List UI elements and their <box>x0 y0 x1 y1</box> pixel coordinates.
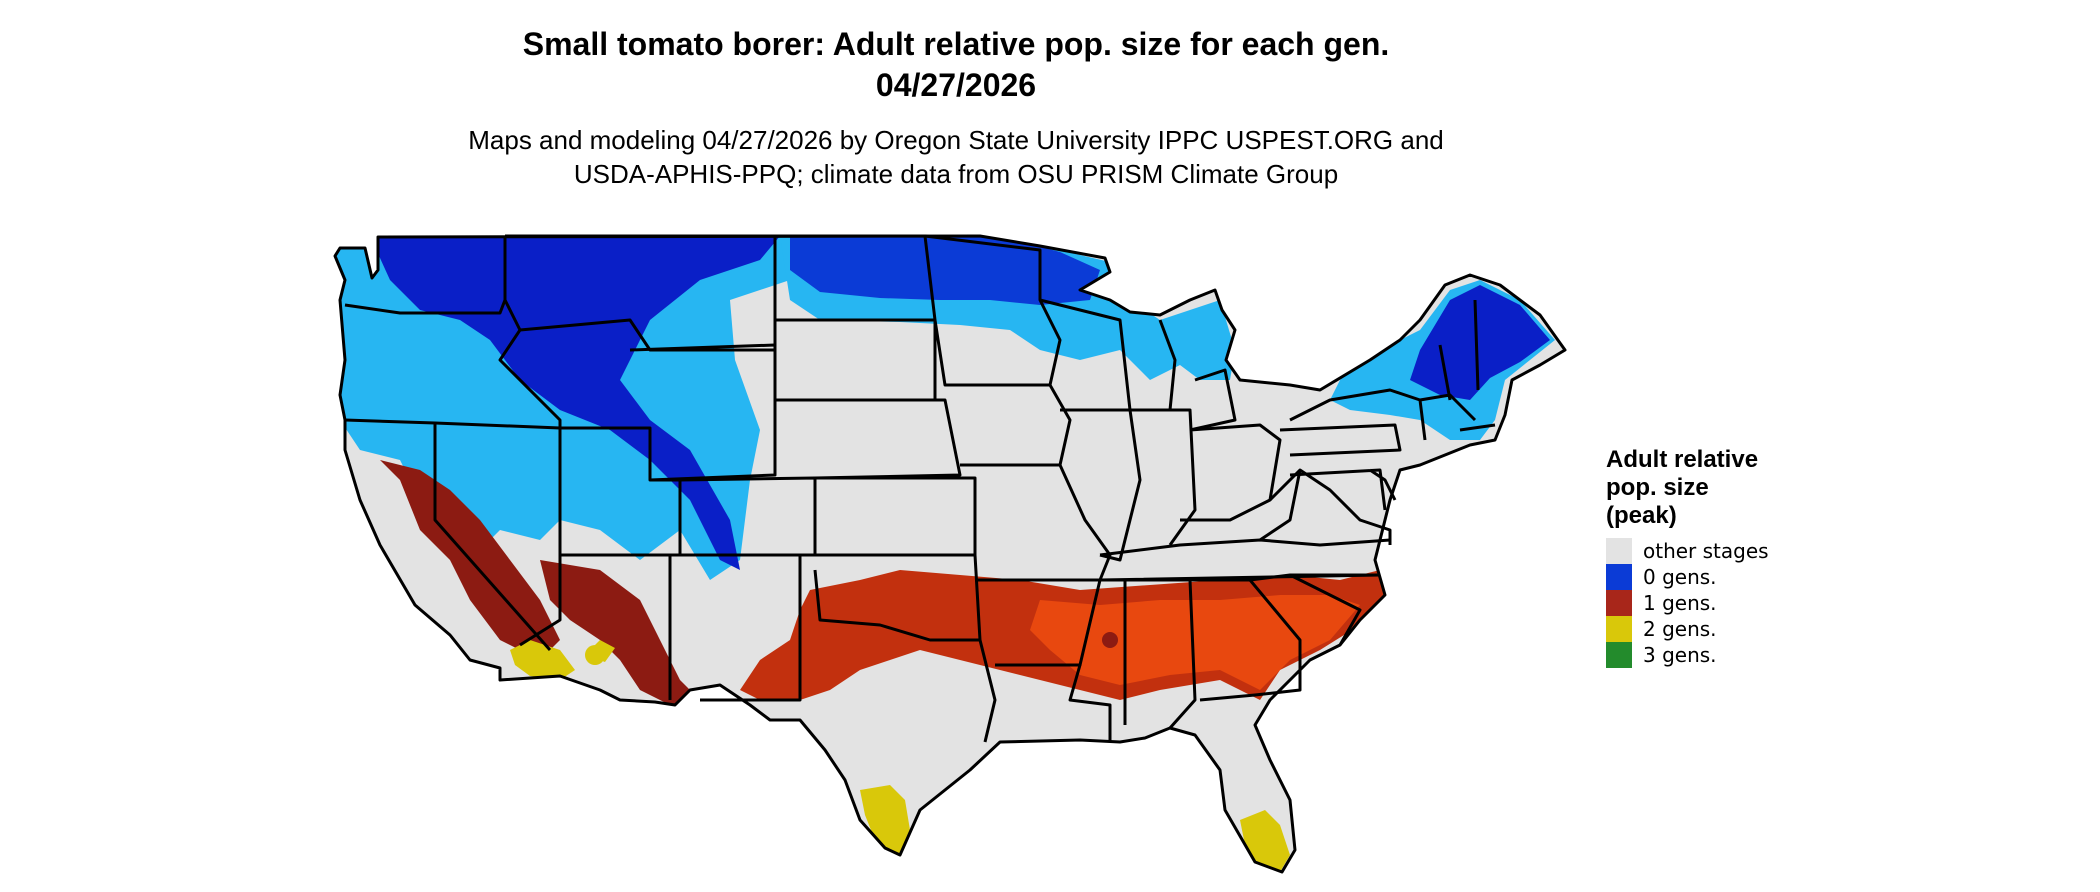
legend-swatch <box>1606 616 1632 642</box>
border-md-de <box>1289 468 1397 511</box>
legend-swatch <box>1606 590 1632 616</box>
legend-title-line1: Adult relative <box>1606 446 1759 473</box>
border-ga <box>1190 578 1302 702</box>
two-gen-zone-arizona <box>510 640 615 680</box>
map-title: Small tomato borer: Adult relative pop. … <box>522 26 1390 62</box>
legend-title-line3: (peak) <box>1606 502 1677 529</box>
border-pa-ny <box>1279 388 1427 457</box>
one-gen-zone-southwest <box>540 560 700 705</box>
two-gen-spot-arizona <box>585 645 605 665</box>
two-gen-zone-south-texas <box>860 785 915 855</box>
legend-label: 2 gens. <box>1643 617 1717 641</box>
legend-swatch <box>1606 642 1632 668</box>
border-ca-nv <box>433 423 552 651</box>
border-new-england <box>1419 299 1496 432</box>
border-wy <box>629 343 777 482</box>
border-il <box>1060 408 1142 562</box>
one-gen-zone-southeast <box>1030 595 1360 690</box>
legend-swatch <box>1606 538 1632 564</box>
zero-gen-zone-rockies <box>370 236 780 570</box>
state-borders <box>333 234 1567 874</box>
border-la <box>995 663 1112 742</box>
map-credits-line1: Maps and modeling 04/27/2026 by Oregon S… <box>468 125 1444 155</box>
legend-label: 3 gens. <box>1643 643 1717 667</box>
border-in-oh <box>1130 408 1282 546</box>
border-mi <box>1158 319 1237 432</box>
legend-swatch <box>1606 564 1632 590</box>
border-id <box>498 236 562 428</box>
border-nc-sc <box>1249 573 1380 646</box>
map-credits-line2: USDA-APHIS-PPQ; climate data from OSU PR… <box>573 159 1339 189</box>
zero-gen-zone-north-deep <box>790 236 1100 305</box>
national-border <box>333 234 1567 874</box>
border-nm-tx <box>670 553 802 702</box>
legend-label: other stages <box>1643 539 1769 563</box>
border-mt <box>505 234 777 352</box>
legend-title-line2: pop. size <box>1606 474 1709 501</box>
legend-label: 1 gens. <box>1643 591 1717 615</box>
legend-label: 0 gens. <box>1643 565 1717 589</box>
border-az-nm <box>558 555 672 700</box>
border-wa-or <box>344 299 507 315</box>
one-gen-spot-gulf <box>1102 632 1118 648</box>
border-ok <box>800 553 982 642</box>
map-date: 04/27/2026 <box>875 67 1037 103</box>
border-tx-east <box>978 639 997 743</box>
